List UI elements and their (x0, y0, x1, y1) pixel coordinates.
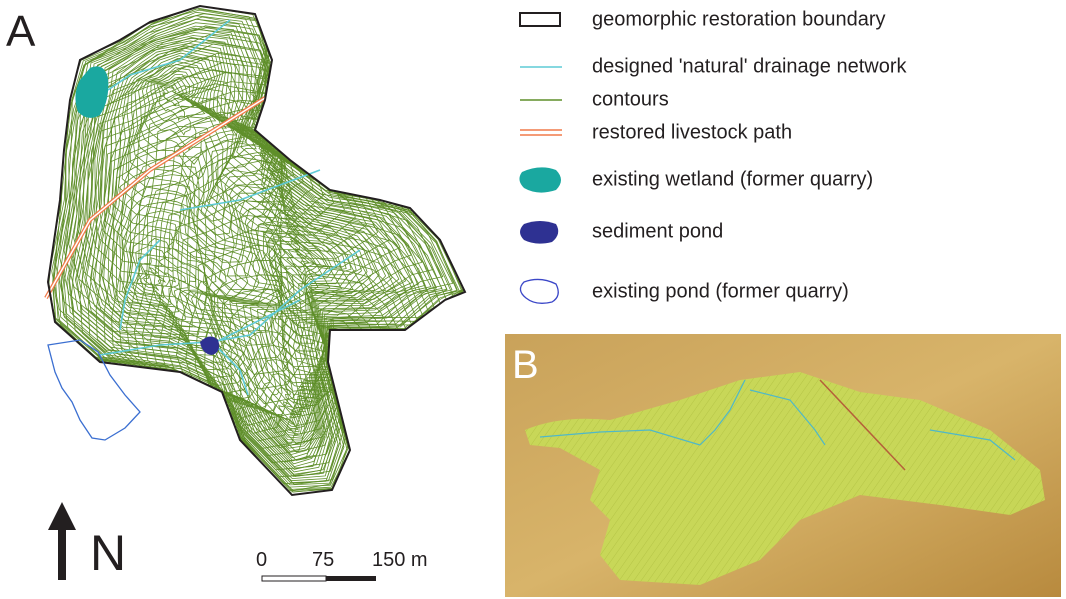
scale-segment (326, 576, 376, 581)
north-arrow: N (48, 502, 126, 581)
scale-label: 75 (312, 549, 334, 571)
legend-boundary-icon (520, 13, 560, 26)
scale-label: 0 (256, 549, 267, 571)
legend-label: existing wetland (former quarry) (592, 168, 873, 190)
legend-label: restored livestock path (592, 121, 792, 143)
legend-label: sediment pond (592, 220, 723, 242)
panel-b: B (505, 334, 1061, 597)
north-arrow-shape (48, 502, 76, 580)
legend-label: geomorphic restoration boundary (592, 8, 886, 30)
legend-pond-icon (520, 279, 558, 303)
legend-wetland-icon (519, 167, 561, 192)
figure: A N 0 75 150 m geomorphic restoration bo… (0, 0, 1066, 599)
map-a (16, 0, 502, 546)
legend-sediment-icon (520, 221, 558, 244)
panel-label: A (6, 7, 36, 56)
scale-segment (262, 576, 326, 581)
scale-bar: 0 75 150 m (256, 549, 428, 581)
legend-label: existing pond (former quarry) (592, 280, 849, 302)
legend: geomorphic restoration boundary designed… (519, 8, 907, 303)
scale-label: 150 m (372, 549, 428, 571)
north-label: N (90, 525, 126, 581)
legend-label: designed 'natural' drainage network (592, 55, 908, 77)
legend-label: contours (592, 88, 669, 110)
panel-label: B (512, 343, 539, 387)
